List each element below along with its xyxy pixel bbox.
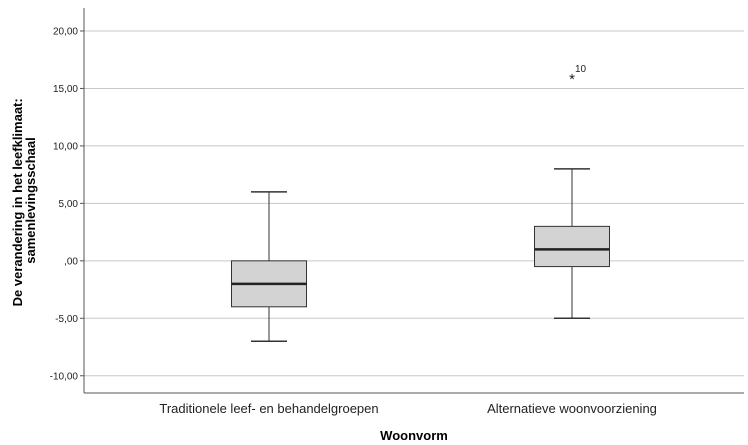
x-axis-categories: Traditionele leef- en behandelgroepen Alt… [159,401,657,416]
y-tick-label: -10,00 [50,371,79,382]
y-tick-label: 10,00 [53,141,78,152]
y-axis-title-line-1: De verandering in het leefklimaat: [10,98,25,306]
y-axis-ticks: -10,00 -5,00 ,00 5,00 10,00 15,00 20,00 [50,26,84,382]
y-axis-title: De verandering in het leefklimaat: samen… [10,95,38,307]
x-category-label: Traditionele leef- en behandelgroepen [159,401,378,416]
outlier-label: 10 [575,64,587,75]
y-tick-label: -5,00 [55,314,78,325]
outlier-marker: * [569,71,575,88]
y-tick-label: ,00 [64,256,78,267]
x-category-label: Alternatieve woonvoorziening [487,401,657,416]
axes [83,8,744,394]
y-tick-label: 5,00 [59,199,79,210]
y-tick-label: 20,00 [53,26,78,37]
boxes: *10 [231,64,610,343]
y-axis-title-line-2: samenlevingsschaal [23,137,38,263]
x-axis-title: Woonvorm [380,428,448,443]
y-tick-label: 15,00 [53,84,78,95]
box-iqr [534,225,610,268]
gridlines [84,30,744,377]
